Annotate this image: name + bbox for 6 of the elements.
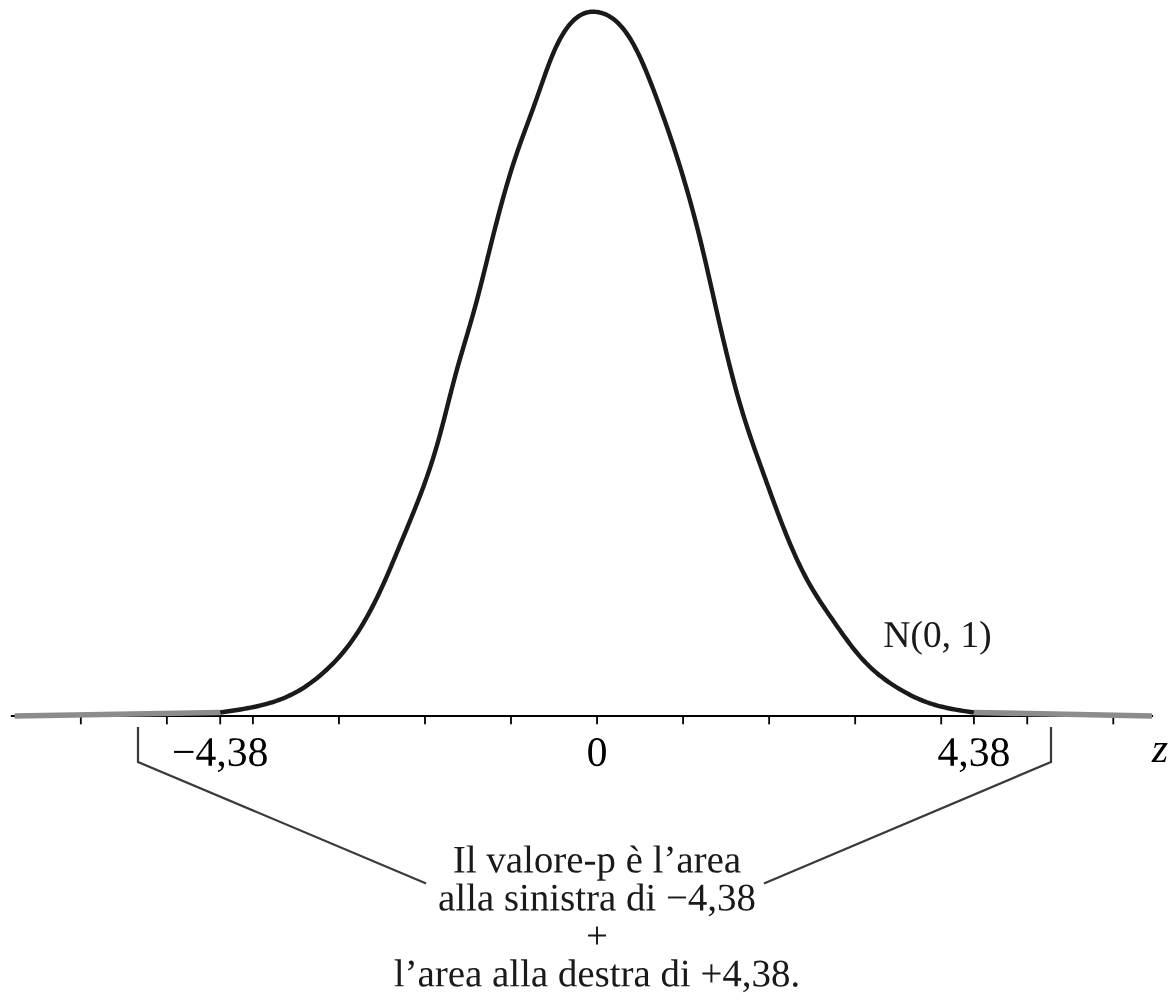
x-tick-label: 0 bbox=[588, 738, 606, 767]
series-label: N(0, 1) bbox=[884, 620, 990, 655]
x-tick-label: −4,38 bbox=[174, 738, 267, 773]
text: Il valore-p è l’area alla sinistra di −4,38 + l’area alla destra di +4,38. bbox=[394, 845, 798, 993]
x-axis-title: z bbox=[1151, 742, 1168, 763]
x-tick-label: 4,38 bbox=[938, 738, 1009, 773]
